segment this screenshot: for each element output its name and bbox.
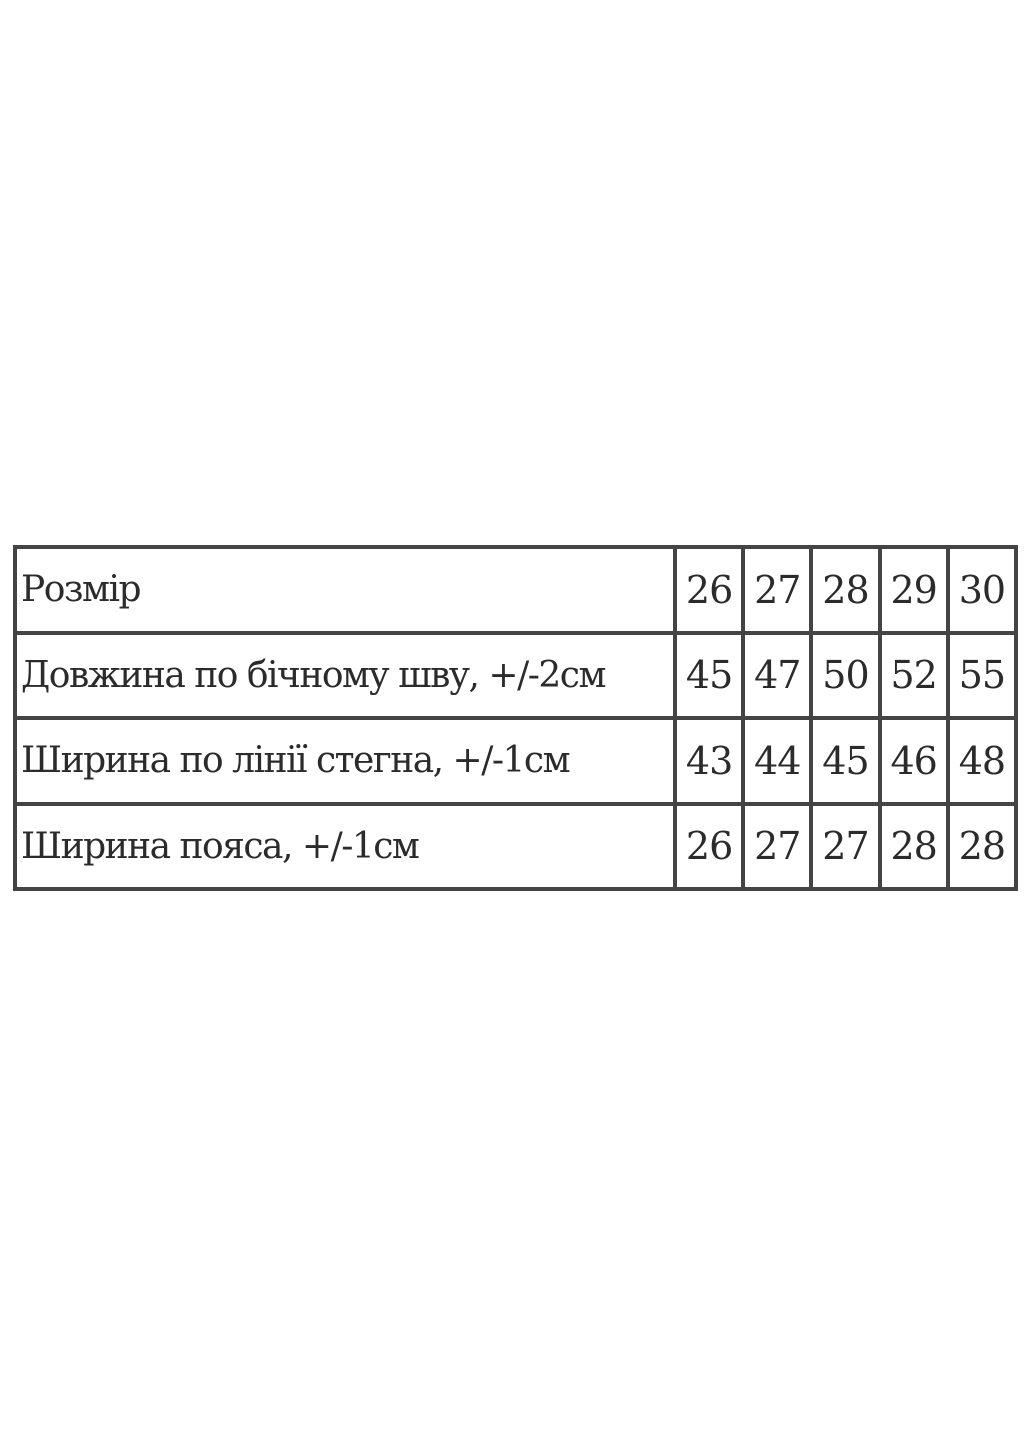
table-cell: 47: [741, 630, 814, 720]
table-row: Довжина по бічному шву, +/-2см 45 47 50 52 55: [13, 630, 1019, 720]
table-cell: 48: [945, 716, 1019, 806]
table-cell: 29: [877, 545, 950, 635]
table-cell: 30: [945, 545, 1019, 635]
table-row: Ширина по лінії стегна, +/-1см 43 44 45 46 48: [13, 716, 1019, 806]
table-cell: 27: [741, 545, 814, 635]
table-cell: 52: [877, 630, 950, 720]
table-row: Ширина пояса, +/-1см 26 27 27 28 28: [13, 801, 1019, 891]
table-cell: 45: [809, 716, 882, 806]
row-label: Ширина по лінії стегна, +/-1см: [13, 716, 677, 806]
table-cell: 44: [741, 716, 814, 806]
table-cell: 26: [672, 545, 746, 635]
table-cell: 50: [809, 630, 882, 720]
size-table: Розмір 26 27 28 29 30 Довжина по бічному шву, …: [13, 545, 1019, 891]
row-label: Довжина по бічному шву, +/-2см: [13, 630, 677, 720]
table-cell: 46: [877, 716, 950, 806]
table-cell: 26: [672, 801, 746, 891]
table-cell: 28: [877, 801, 950, 891]
table-cell: 27: [809, 801, 882, 891]
table-cell: 55: [945, 630, 1019, 720]
row-label: Розмір: [13, 545, 677, 635]
table-cell: 45: [672, 630, 746, 720]
table-cell: 27: [741, 801, 814, 891]
table-row: Розмір 26 27 28 29 30: [13, 545, 1019, 635]
table-cell: 28: [945, 801, 1019, 891]
row-label: Ширина пояса, +/-1см: [13, 801, 677, 891]
table-cell: 28: [809, 545, 882, 635]
table-cell: 43: [672, 716, 746, 806]
